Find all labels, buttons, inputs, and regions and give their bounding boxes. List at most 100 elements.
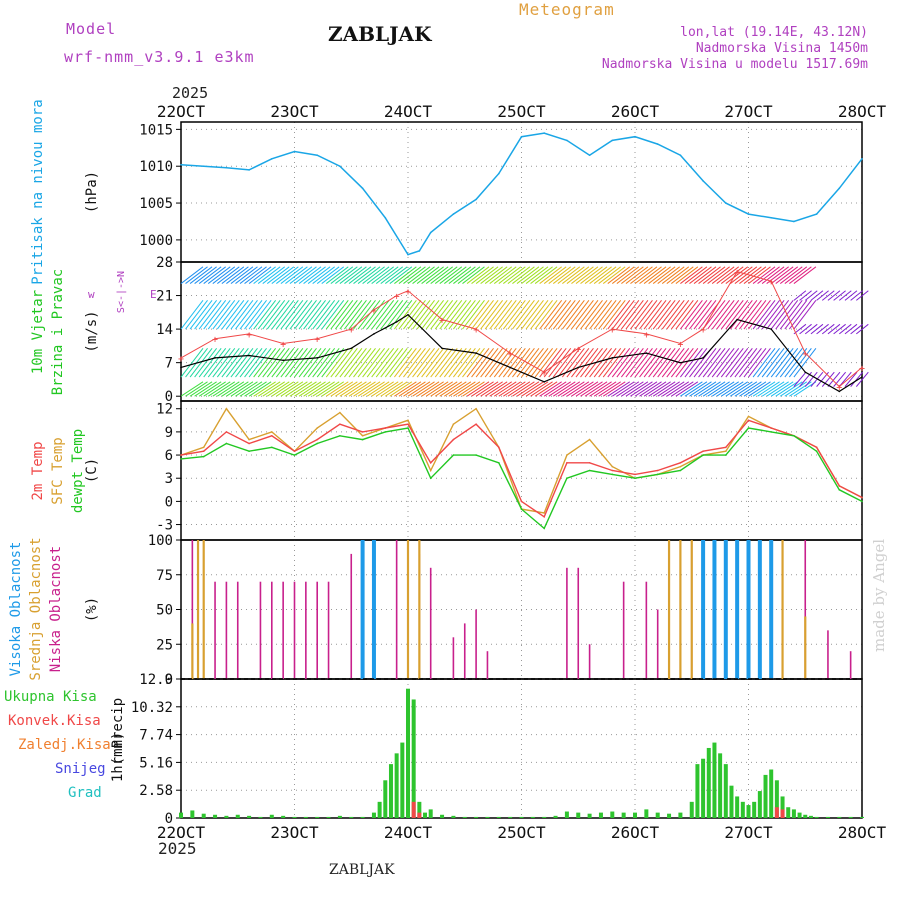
- wind-arrow: [734, 300, 758, 330]
- wind-arrow: [325, 347, 349, 378]
- wind-arrow: [371, 381, 394, 397]
- wind-speed-line-point: [180, 366, 182, 369]
- y-tick-label: 3: [165, 471, 173, 487]
- wind-arrow: [480, 381, 503, 397]
- wind-arrow: [575, 381, 599, 397]
- wind-arrow: [634, 347, 658, 378]
- wind-arrow: [226, 347, 249, 378]
- wind-arrow: [775, 347, 799, 378]
- y-tick-label: 5.16: [139, 755, 173, 771]
- wind-arrow: [262, 300, 286, 330]
- wind-arrow: [493, 266, 517, 284]
- t2m-line-point: [725, 446, 727, 449]
- wind-arrow: [348, 266, 372, 284]
- wind-arrow: [757, 266, 780, 284]
- wind-speed-line-point: [214, 357, 216, 359]
- wind-arrow: [671, 266, 694, 284]
- wind-arrow: [639, 347, 662, 378]
- wind-arrow: [298, 300, 322, 330]
- panel-temperature: -3 0 3 6 9 12 (C): [84, 400, 863, 541]
- dewpt-line-point: [611, 473, 614, 476]
- y-tick-label: 75: [156, 568, 173, 584]
- wind-arrow: [280, 266, 304, 284]
- wind-arrow: [189, 347, 213, 378]
- wind-arrow: [466, 266, 490, 284]
- precip-bar-0: [718, 753, 723, 818]
- wind-arrow: [816, 290, 829, 301]
- wind-arrow: [648, 300, 672, 330]
- wind-gust-marker: +: [859, 363, 865, 374]
- wind-arrow: [739, 300, 762, 330]
- wind-arrow: [344, 300, 367, 330]
- wind-arrow: [416, 300, 440, 330]
- x-tick-label-bottom: 23OCT: [270, 823, 319, 842]
- wind-arrow: [484, 381, 508, 397]
- t2m-line-point: [520, 500, 523, 503]
- pressure-line-point: [725, 202, 727, 204]
- lonlat-label: lon,lat (19.14E, 43.12N): [680, 25, 868, 40]
- precip-bar-0: [371, 812, 376, 818]
- wind-arrow: [620, 300, 644, 330]
- wind-arrow: [684, 266, 708, 284]
- wind-arrow: [630, 266, 653, 284]
- wind-gust-line-point: [645, 333, 648, 335]
- precip-bar-0: [735, 796, 740, 818]
- wind-arrow: [720, 300, 744, 330]
- wind-gust-line-point: [838, 385, 841, 388]
- wind-arrow: [307, 381, 331, 397]
- pressure-line-point: [407, 253, 409, 256]
- wind-arrow: [248, 300, 272, 330]
- t2m-line-point: [407, 423, 409, 425]
- wind-arrow: [729, 347, 753, 378]
- wind-arrow: [557, 381, 581, 397]
- wind-arrow: [203, 381, 226, 397]
- wind-arrow: [562, 381, 585, 397]
- wind-arrow: [534, 347, 558, 378]
- wind-arrow: [507, 300, 531, 330]
- wind-arrow: [571, 300, 594, 330]
- wind-arrow: [207, 266, 231, 284]
- cloud-bar-0: [452, 637, 455, 679]
- wind-arrow: [548, 300, 572, 330]
- dewpt-line-point: [498, 461, 500, 464]
- wind-arrow: [416, 381, 440, 397]
- wind-arrow: [838, 290, 852, 301]
- precip-bar-0: [190, 810, 195, 818]
- wind-arrow: [439, 381, 463, 397]
- wind-arrow: [575, 347, 599, 378]
- cloud-bar-2: [757, 540, 762, 679]
- cloud-bar-0: [486, 651, 489, 679]
- y-tick-label: 6: [165, 448, 173, 464]
- unit-label: (C): [84, 458, 100, 483]
- sfc-temp-line-point: [339, 411, 341, 414]
- wind-arrow: [339, 266, 363, 284]
- sfc-temp-line-point: [566, 454, 568, 456]
- wind-arrow: [271, 381, 295, 397]
- cloud-title-high: Visoka Oblacnost: [8, 542, 24, 677]
- wind-arrow: [239, 347, 263, 378]
- wind-arrow: [289, 266, 313, 284]
- wind-arrow: [833, 290, 846, 301]
- y-tick-label: 21: [156, 289, 173, 305]
- precip-bar-0: [508, 816, 513, 818]
- pressure-line-point: [271, 158, 273, 160]
- wind-arrow: [766, 347, 790, 378]
- wind-gust-marker: +: [541, 368, 547, 379]
- wind-arrow: [217, 266, 240, 284]
- wind-arrow: [285, 347, 308, 378]
- pressure-line-point: [361, 187, 364, 190]
- wind-arrow: [680, 300, 703, 330]
- t2m-line-point: [815, 446, 818, 449]
- wind-arrow: [503, 381, 526, 397]
- sfc-temp-line-point: [225, 407, 228, 410]
- wind-arrow: [443, 300, 467, 330]
- wind-arrow: [716, 300, 740, 330]
- wind-arrow: [439, 347, 463, 378]
- y-tick-label: 1005: [139, 196, 173, 212]
- wind-arrow: [648, 266, 671, 284]
- wind-arrow: [457, 266, 481, 284]
- wind-arrow: [711, 381, 735, 397]
- wind-arrow: [810, 290, 824, 301]
- wind-arrow: [575, 266, 599, 284]
- wind-arrow: [285, 266, 308, 284]
